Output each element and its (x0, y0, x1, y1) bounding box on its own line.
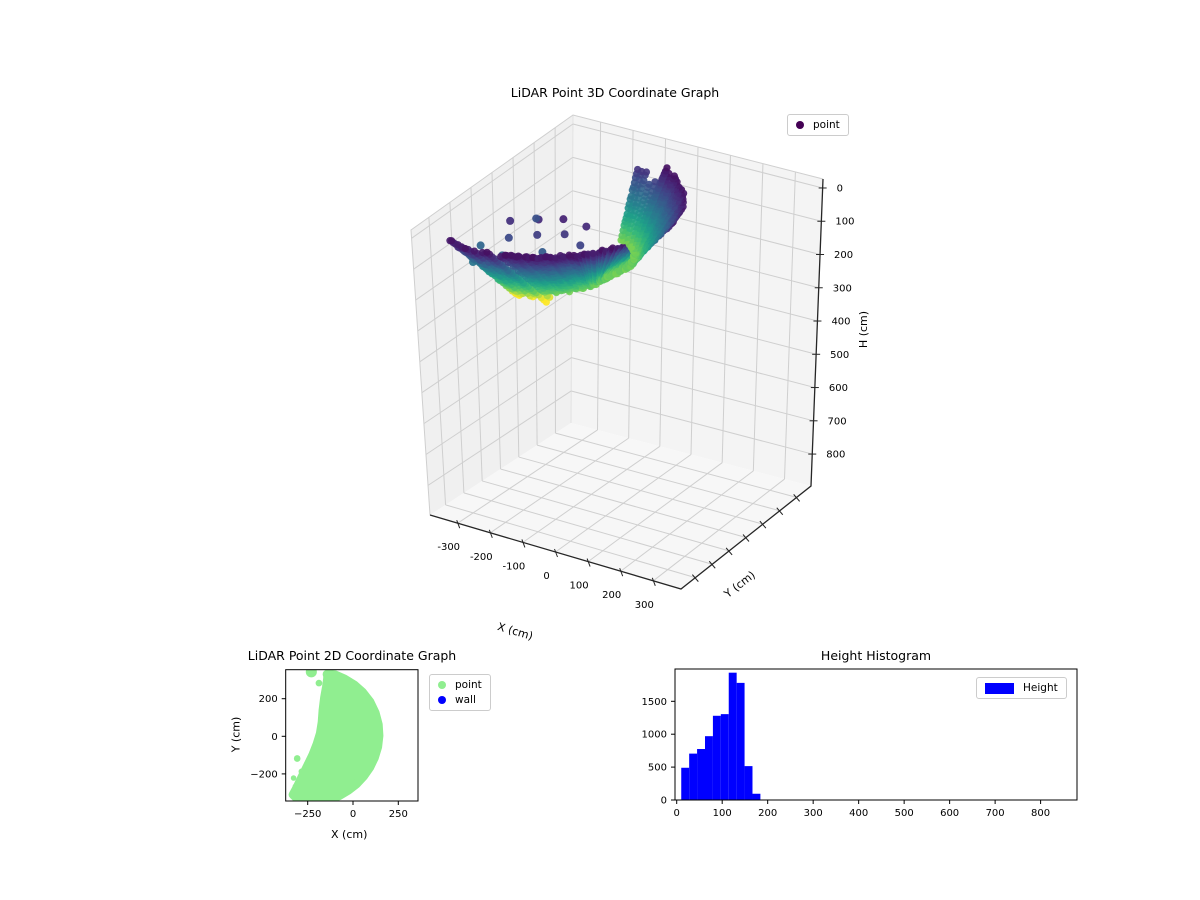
svg-text:-200: -200 (470, 552, 493, 563)
plot2d-title: LiDAR Point 2D Coordinate Graph (247, 648, 457, 663)
svg-text:600: 600 (940, 808, 959, 819)
svg-text:500: 500 (895, 808, 914, 819)
plot2d-legend: point wall (429, 674, 491, 711)
legend-item-point3d: point (796, 119, 840, 131)
svg-text:600: 600 (829, 383, 848, 394)
svg-text:700: 700 (828, 416, 847, 427)
svg-text:0: 0 (543, 571, 549, 582)
point-marker-icon (438, 681, 446, 689)
svg-text:200: 200 (758, 808, 777, 819)
plot2d-axes: −250 0 250 200 0 −200 (250, 669, 419, 820)
hist-axes: 0 100 200 300 400 500 600 700 800 0 500 1000 1500 (642, 668, 1078, 819)
svg-text:800: 800 (1031, 808, 1050, 819)
plot3d-pointcloud (446, 164, 688, 306)
legend-label: Height (1023, 682, 1058, 694)
hist-legend: Height (976, 677, 1067, 699)
svg-text:0: 0 (350, 809, 356, 820)
svg-text:300: 300 (635, 600, 654, 611)
svg-text:−250: −250 (294, 809, 321, 820)
svg-text:100: 100 (570, 581, 589, 592)
legend-item-point: point (438, 679, 482, 691)
plot2d-scatter (288, 669, 384, 802)
legend-label: point (813, 119, 840, 131)
plot3d-zaxis-label: H (cm) (857, 310, 871, 349)
svg-text:500: 500 (830, 350, 849, 361)
svg-text:1000: 1000 (642, 730, 667, 741)
svg-text:100: 100 (713, 808, 732, 819)
plot3d-title: LiDAR Point 3D Coordinate Graph (510, 85, 720, 100)
svg-text:0: 0 (661, 796, 667, 807)
svg-text:400: 400 (831, 317, 850, 328)
svg-text:200: 200 (834, 250, 853, 261)
svg-text:400: 400 (849, 808, 868, 819)
plot3d-axes: -300-200-10001002003003002001000-100-200… (410, 114, 854, 611)
svg-text:250: 250 (389, 809, 408, 820)
svg-text:−200: −200 (250, 769, 277, 780)
svg-text:-100: -100 (503, 561, 526, 572)
plot3d-legend: point (787, 114, 849, 136)
svg-text:1500: 1500 (642, 697, 667, 708)
svg-text:300: 300 (804, 808, 823, 819)
legend-item-wall: wall (438, 694, 482, 706)
svg-text:500: 500 (648, 763, 667, 774)
legend-label: point (455, 679, 482, 691)
svg-text:700: 700 (986, 808, 1005, 819)
wall-marker-icon (438, 696, 446, 704)
hist-bars (681, 672, 761, 800)
legend-label: wall (455, 694, 476, 706)
svg-text:100: 100 (835, 217, 854, 228)
svg-text:200: 200 (259, 694, 278, 705)
height-patch-icon (985, 682, 1014, 694)
legend-item-height: Height (985, 682, 1058, 694)
svg-text:0: 0 (271, 732, 277, 743)
svg-text:300: 300 (833, 283, 852, 294)
svg-text:-300: -300 (437, 542, 460, 553)
plot2d-yaxis-label: Y (cm) (229, 716, 243, 753)
svg-text:200: 200 (602, 590, 621, 601)
svg-text:0: 0 (674, 808, 680, 819)
point-marker-icon (796, 121, 804, 129)
hist-title: Height Histogram (820, 648, 932, 663)
plot2d-xaxis-label: X (cm) (331, 828, 368, 841)
svg-text:800: 800 (826, 450, 845, 461)
svg-text:0: 0 (837, 183, 843, 194)
